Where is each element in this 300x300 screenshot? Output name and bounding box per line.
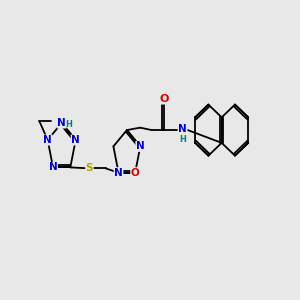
Text: O: O xyxy=(131,168,140,178)
Text: N: N xyxy=(71,135,80,145)
Text: N: N xyxy=(178,124,187,134)
Text: N: N xyxy=(43,135,52,145)
Text: H: H xyxy=(179,135,186,144)
Text: N: N xyxy=(57,118,66,128)
Text: S: S xyxy=(86,164,93,173)
Text: N: N xyxy=(136,141,145,152)
Text: N: N xyxy=(114,168,123,178)
Text: H: H xyxy=(65,121,72,130)
Text: O: O xyxy=(160,94,169,104)
Text: N: N xyxy=(49,162,57,172)
